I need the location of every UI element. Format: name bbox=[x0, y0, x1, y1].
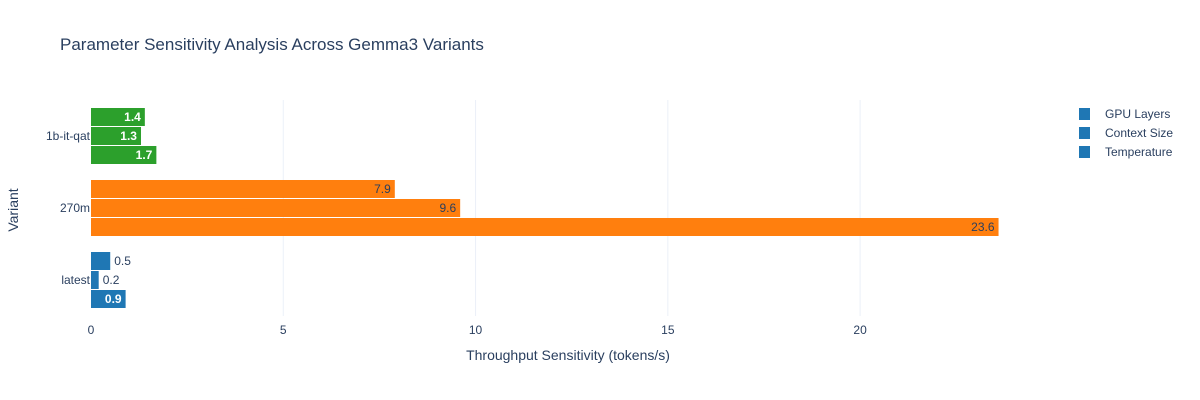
y-tick-label: latest bbox=[61, 273, 90, 287]
x-tick-label: 20 bbox=[853, 323, 867, 337]
x-tick-label: 0 bbox=[88, 323, 95, 337]
legend-label: Context Size bbox=[1105, 126, 1173, 140]
data-label: 1.4 bbox=[124, 110, 141, 124]
x-tick-label: 15 bbox=[661, 323, 675, 337]
data-label: 1.7 bbox=[136, 148, 153, 162]
bar bbox=[91, 218, 999, 236]
bar-labels: 0.5 0.2 0.9 7.9 9.6 23.6 1.4 1.3 1.7 bbox=[103, 110, 995, 306]
data-label: 1.3 bbox=[120, 129, 137, 143]
x-axis-title: Throughput Sensitivity (tokens/s) bbox=[466, 347, 670, 363]
bar bbox=[91, 127, 141, 145]
bars bbox=[91, 108, 999, 308]
data-label: 0.2 bbox=[103, 273, 120, 287]
legend: GPU Layers Context Size Temperature bbox=[1079, 107, 1173, 159]
legend-swatch bbox=[1079, 127, 1090, 139]
bar bbox=[91, 290, 126, 308]
legend-label: Temperature bbox=[1105, 145, 1173, 159]
legend-swatch bbox=[1079, 146, 1090, 158]
y-axis-title: Variant bbox=[5, 188, 21, 231]
bar bbox=[91, 252, 111, 270]
bar bbox=[91, 271, 99, 289]
data-label: 0.5 bbox=[114, 254, 131, 268]
legend-label: GPU Layers bbox=[1105, 107, 1170, 121]
y-tick-label: 1b-it-qat bbox=[46, 129, 91, 143]
bar bbox=[91, 108, 145, 126]
x-tick-label: 10 bbox=[469, 323, 483, 337]
data-label: 0.9 bbox=[105, 292, 122, 306]
data-label: 23.6 bbox=[971, 220, 995, 234]
bar bbox=[91, 146, 157, 164]
chart-title: Parameter Sensitivity Analysis Across Ge… bbox=[60, 35, 484, 54]
x-axis-ticks: 0 5 10 15 20 bbox=[88, 323, 867, 337]
y-axis-ticks: latest 270m 1b-it-qat bbox=[46, 129, 91, 287]
x-tick-label: 5 bbox=[280, 323, 287, 337]
data-label: 9.6 bbox=[439, 201, 456, 215]
y-tick-label: 270m bbox=[60, 201, 90, 215]
bar bbox=[91, 180, 395, 198]
bar bbox=[91, 199, 461, 217]
data-label: 7.9 bbox=[374, 182, 391, 196]
legend-swatch bbox=[1079, 108, 1090, 120]
